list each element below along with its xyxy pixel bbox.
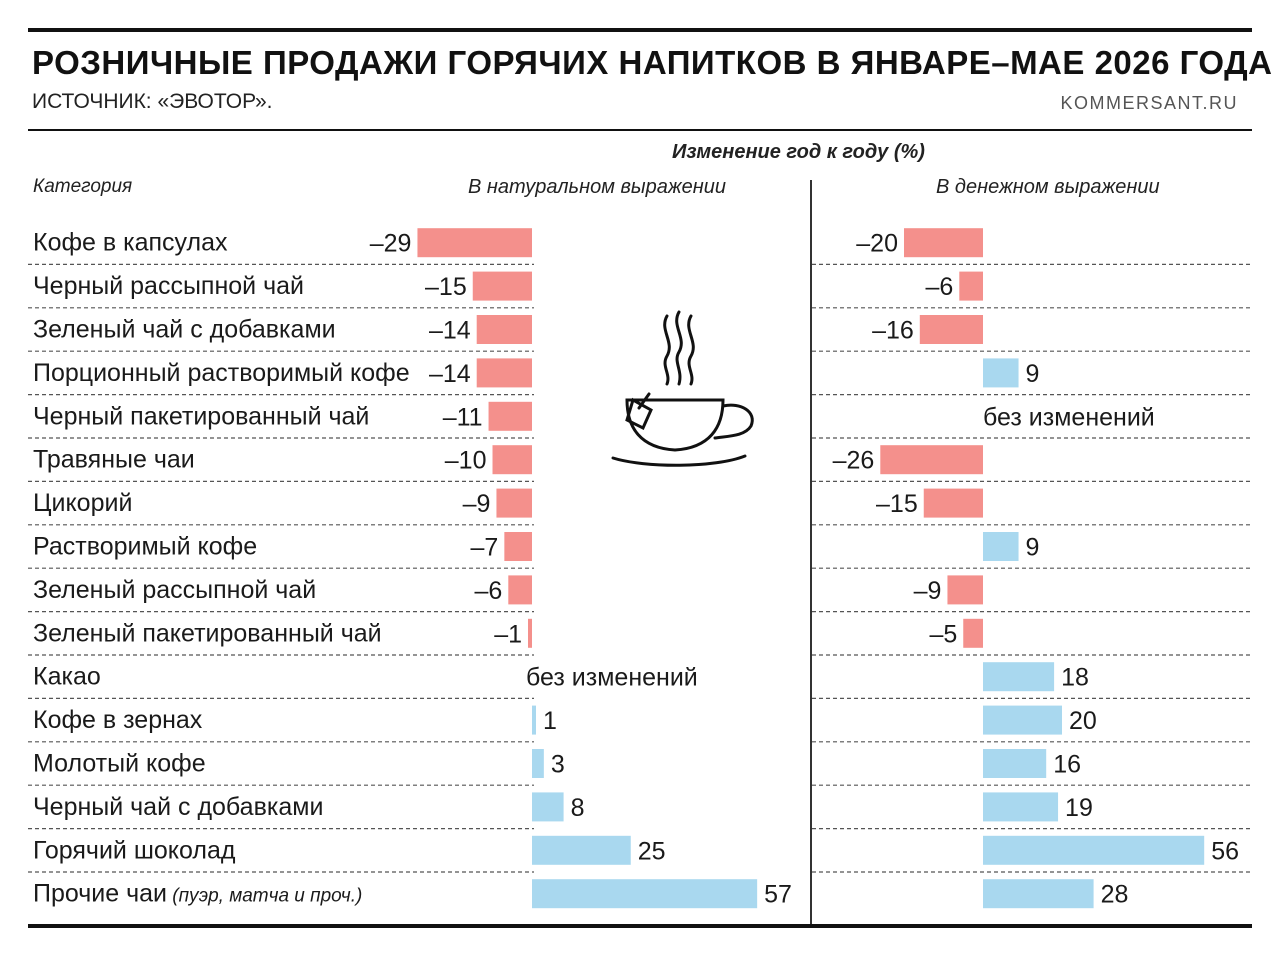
category-label: Горячий шоколад (33, 836, 236, 864)
bottom-rule (28, 924, 1252, 928)
value-label: 9 (1026, 534, 1040, 562)
category-label: Черный пакетированный чай (33, 402, 369, 430)
category-label: Цикорий (33, 489, 132, 517)
value-label: –11 (443, 403, 483, 431)
change-header: Изменение год к году (%) (672, 141, 925, 163)
bar-negative (417, 228, 532, 258)
bar-negative (472, 271, 532, 301)
value-label: 57 (764, 881, 792, 909)
bar-negative (504, 532, 532, 561)
value-label: –20 (856, 230, 898, 258)
bar-negative (919, 315, 983, 344)
bar-negative (508, 575, 532, 605)
bar-positive (532, 705, 536, 735)
value-label: 56 (1211, 837, 1239, 865)
natural-header: В натуральном выражении (468, 176, 726, 198)
header-rule (28, 129, 1252, 131)
category-label: Прочие чаи (пуэр, матча и проч.) (33, 880, 362, 908)
bar-positive (983, 879, 1094, 909)
bar-negative (476, 358, 532, 388)
value-label: –7 (471, 534, 499, 562)
category-label: Зеленый рассыпной чай (33, 576, 316, 604)
bar-negative (947, 575, 983, 605)
value-label: –5 (929, 620, 957, 648)
no-change-label: без изменений (983, 403, 1155, 431)
value-label: –14 (429, 360, 471, 388)
value-label: 19 (1065, 794, 1093, 822)
value-label: –15 (425, 273, 467, 301)
bar-positive (532, 749, 544, 778)
monetary-header: В денежном выражении (936, 176, 1160, 198)
category-label: Зеленый пакетированный чай (33, 619, 382, 647)
bar-positive (532, 792, 564, 822)
chart-title: РОЗНИЧНЫЕ ПРОДАЖИ ГОРЯЧИХ НАПИТКОВ В ЯНВ… (32, 44, 1273, 81)
category-label: Растворимый кофе (33, 533, 257, 561)
value-label: –29 (370, 230, 412, 258)
bar-negative (528, 618, 532, 648)
category-label: Зеленый чай с добавками (33, 316, 336, 344)
bar-negative (488, 401, 532, 431)
column-divider (810, 180, 812, 924)
category-header: Категория (33, 176, 133, 197)
value-label: –1 (494, 620, 522, 648)
bar-negative (492, 445, 532, 475)
value-label: 9 (1026, 360, 1040, 388)
bar-positive (983, 532, 1019, 561)
category-label: Порционный растворимый кофе (33, 359, 410, 387)
value-label: –6 (925, 273, 953, 301)
no-change-label: без изменений (526, 664, 698, 692)
bar-negative (904, 228, 983, 258)
bar-negative (880, 445, 983, 475)
category-label: Какао (33, 663, 101, 691)
category-label: Молотый кофе (33, 750, 206, 778)
bar-negative (496, 488, 532, 518)
value-label: –16 (872, 317, 914, 345)
bar-positive (983, 749, 1047, 778)
value-label: 3 (551, 751, 565, 779)
category-note: (пуэр, матча и проч.) (167, 886, 362, 907)
bar-positive (532, 835, 631, 865)
bar-negative (476, 315, 532, 344)
category-label: Травяные чаи (33, 446, 195, 474)
value-label: –26 (833, 447, 875, 475)
value-label: 8 (571, 794, 585, 822)
value-label: 28 (1101, 881, 1129, 909)
value-label: –14 (429, 317, 471, 345)
value-label: 16 (1053, 751, 1081, 779)
bar-negative (959, 271, 983, 301)
bar-positive (983, 835, 1205, 865)
category-label: Кофе в капсулах (33, 229, 228, 257)
value-label: 18 (1061, 664, 1089, 692)
bar-positive (983, 358, 1019, 388)
value-label: 25 (638, 837, 666, 865)
value-label: 20 (1069, 707, 1097, 735)
category-label: Кофе в зернах (33, 706, 203, 734)
bar-positive (532, 879, 758, 909)
category-label: Черный рассыпной чай (33, 272, 304, 300)
value-label: –15 (876, 490, 918, 518)
brand-label: KOMMERSANT.RU (1060, 93, 1238, 113)
value-label: –10 (445, 447, 487, 475)
value-label: –9 (914, 577, 942, 605)
tea-cup-icon (611, 310, 754, 467)
top-rule (28, 28, 1252, 32)
bar-negative (963, 618, 983, 648)
value-label: 1 (543, 707, 557, 735)
bar-positive (983, 792, 1059, 822)
value-label: –9 (463, 490, 491, 518)
category-label: Черный чай с добавками (33, 793, 323, 821)
bar-positive (983, 705, 1062, 735)
source-note: ИСТОЧНИК: «ЭВОТОР». (32, 90, 273, 113)
bar-positive (983, 662, 1055, 692)
value-label: –6 (474, 577, 502, 605)
bar-negative (923, 488, 983, 518)
